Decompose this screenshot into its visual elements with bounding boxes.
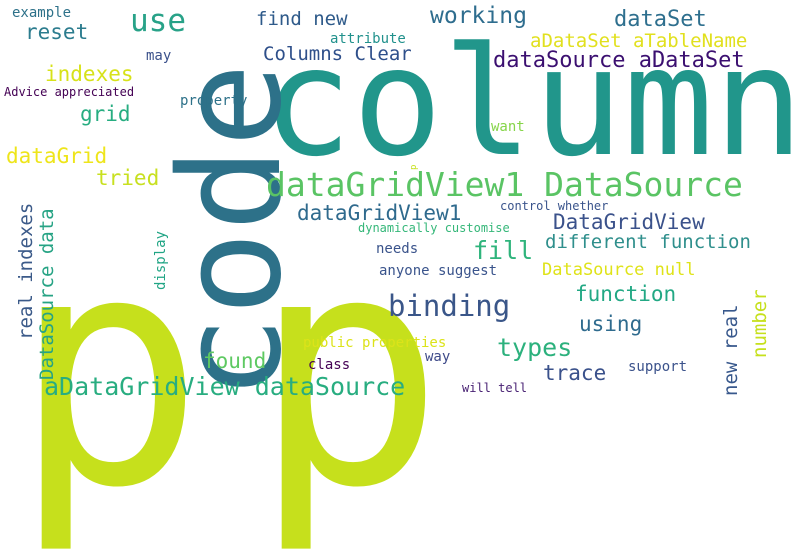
word-advice-appreciated: Advice appreciated bbox=[4, 85, 135, 99]
word-real-indexes: real indexes bbox=[15, 202, 37, 340]
word-will-tell: will tell bbox=[462, 381, 528, 395]
word-control-whether: control whether bbox=[500, 199, 609, 213]
word-new-real: new real bbox=[720, 304, 742, 396]
word-adatagridview-datasource: aDataGridView dataSource bbox=[44, 372, 406, 401]
word-datagridview1-datasource: dataGridView1 DataSource bbox=[266, 165, 743, 204]
word-datagridview1: dataGridView1 bbox=[297, 201, 462, 225]
word-may: may bbox=[146, 48, 172, 64]
word-fill: fill bbox=[473, 236, 534, 265]
word-display: display bbox=[153, 230, 169, 290]
word-public-properties: public properties bbox=[303, 335, 447, 351]
word-column: column bbox=[262, 16, 800, 190]
word-property: property bbox=[180, 93, 248, 109]
word-different-function: different function bbox=[545, 231, 751, 253]
word-datasource-null: DataSource null bbox=[542, 260, 696, 280]
word-adataset-atablename: aDataSet aTableName bbox=[530, 30, 748, 52]
word-reset: reset bbox=[25, 20, 89, 44]
word-needs: needs bbox=[376, 241, 419, 257]
word-working: working bbox=[430, 3, 527, 29]
word-types: types bbox=[497, 333, 573, 362]
word-p-small: p bbox=[409, 164, 419, 170]
word-datagrid: dataGrid bbox=[6, 144, 108, 168]
word-number: number bbox=[749, 289, 771, 358]
word-using: using bbox=[579, 312, 643, 336]
word-grid: grid bbox=[80, 102, 131, 126]
word-dynamically-customise: dynamically customise bbox=[358, 221, 510, 235]
word-binding: binding bbox=[388, 289, 511, 323]
word-anyone-suggest: anyone suggest bbox=[379, 263, 498, 279]
word-tried: tried bbox=[96, 166, 160, 190]
word-trace: trace bbox=[543, 361, 607, 385]
word-use: use bbox=[130, 3, 186, 39]
word-found: found bbox=[203, 349, 267, 373]
word-datasource-data: DataSource data bbox=[36, 208, 58, 380]
word-cloud: p p column code dataGridView1 DataSource… bbox=[4, 3, 800, 533]
word-support: support bbox=[628, 359, 688, 375]
word-want: want bbox=[491, 119, 525, 135]
word-attribute: attribute bbox=[330, 31, 406, 47]
word-function: function bbox=[575, 282, 677, 306]
word-way: way bbox=[425, 349, 451, 365]
word-indexes: indexes bbox=[45, 62, 134, 86]
word-datagridview: DataGridView bbox=[553, 210, 705, 234]
word-columns-clear: Columns Clear bbox=[263, 43, 412, 65]
word-datasource-adataset: dataSource aDataSet bbox=[493, 48, 745, 73]
word-class: class bbox=[308, 357, 351, 373]
word-example: example bbox=[12, 5, 72, 21]
word-find-new: find new bbox=[256, 8, 348, 30]
word-dataset: dataSet bbox=[614, 7, 707, 32]
